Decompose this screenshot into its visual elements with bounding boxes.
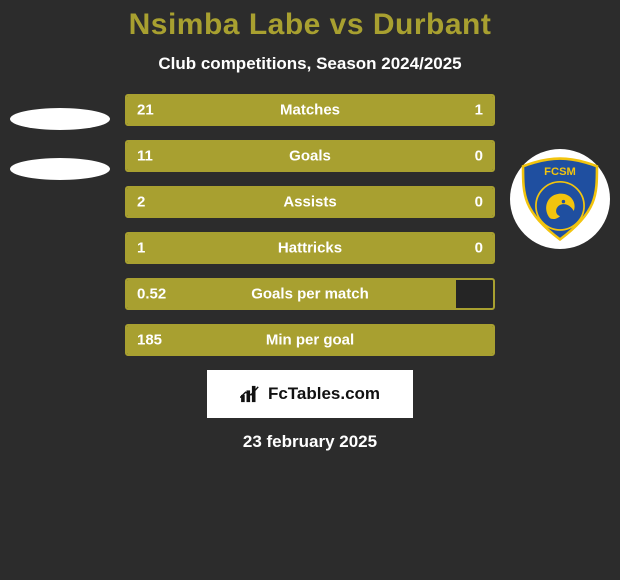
stat-left-value: 185 (137, 332, 162, 349)
avatar-placeholder-icon (10, 108, 110, 130)
stat-bars: 21Matches111Goals02Assists01Hattricks00.… (125, 94, 495, 356)
page-title: Nsimba Labe vs Durbant (0, 8, 620, 42)
source-badge-inner: FcTables.com (240, 384, 380, 404)
stat-left-value: 21 (137, 102, 154, 119)
stat-label: Assists (283, 194, 336, 211)
stat-row: 11 Goals 0 (125, 140, 495, 172)
stat-row: 2 Assists 0 (125, 186, 495, 218)
source-badge[interactable]: FcTables.com (207, 370, 413, 418)
source-badge-text: FcTables.com (268, 384, 380, 404)
stat-right-value: 0 (475, 240, 483, 257)
chart-icon (240, 385, 262, 403)
stat-row: 1 Hattricks 0 (125, 232, 495, 264)
stat-left-value: 0.52 (137, 286, 166, 303)
stat-label: Matches (280, 102, 340, 119)
stat-label: Goals per match (251, 286, 369, 303)
subtitle: Club competitions, Season 2024/2025 (0, 54, 620, 74)
stat-right-value: 1 (475, 102, 483, 119)
stat-left-value: 1 (137, 240, 145, 257)
stat-row: 21 Matches 1 (125, 94, 495, 126)
stat-left-value: 2 (137, 194, 145, 211)
date-label: 23 february 2025 (0, 432, 620, 452)
stat-label: Min per goal (266, 332, 354, 349)
comparison-card: Nsimba Labe vs Durbant Club competitions… (0, 0, 620, 452)
stats-area: FCSM 21Matches111Goals02Assists01Hattric… (0, 94, 620, 356)
stat-left-value: 11 (137, 148, 153, 165)
bar-fill-left (127, 96, 416, 124)
svg-text:FCSM: FCSM (544, 166, 576, 178)
stat-row: 185 Min per goal (125, 324, 495, 356)
player-right-avatar: FCSM (510, 149, 610, 249)
stat-label: Hattricks (278, 240, 342, 257)
stat-row: 0.52 Goals per match (125, 278, 495, 310)
stat-right-value: 0 (475, 148, 483, 165)
avatar-placeholder-icon (10, 158, 110, 180)
club-shield-icon: FCSM (517, 156, 603, 242)
stat-right-value: 0 (475, 194, 483, 211)
stat-label: Goals (289, 148, 331, 165)
player-left-avatar (10, 94, 110, 194)
